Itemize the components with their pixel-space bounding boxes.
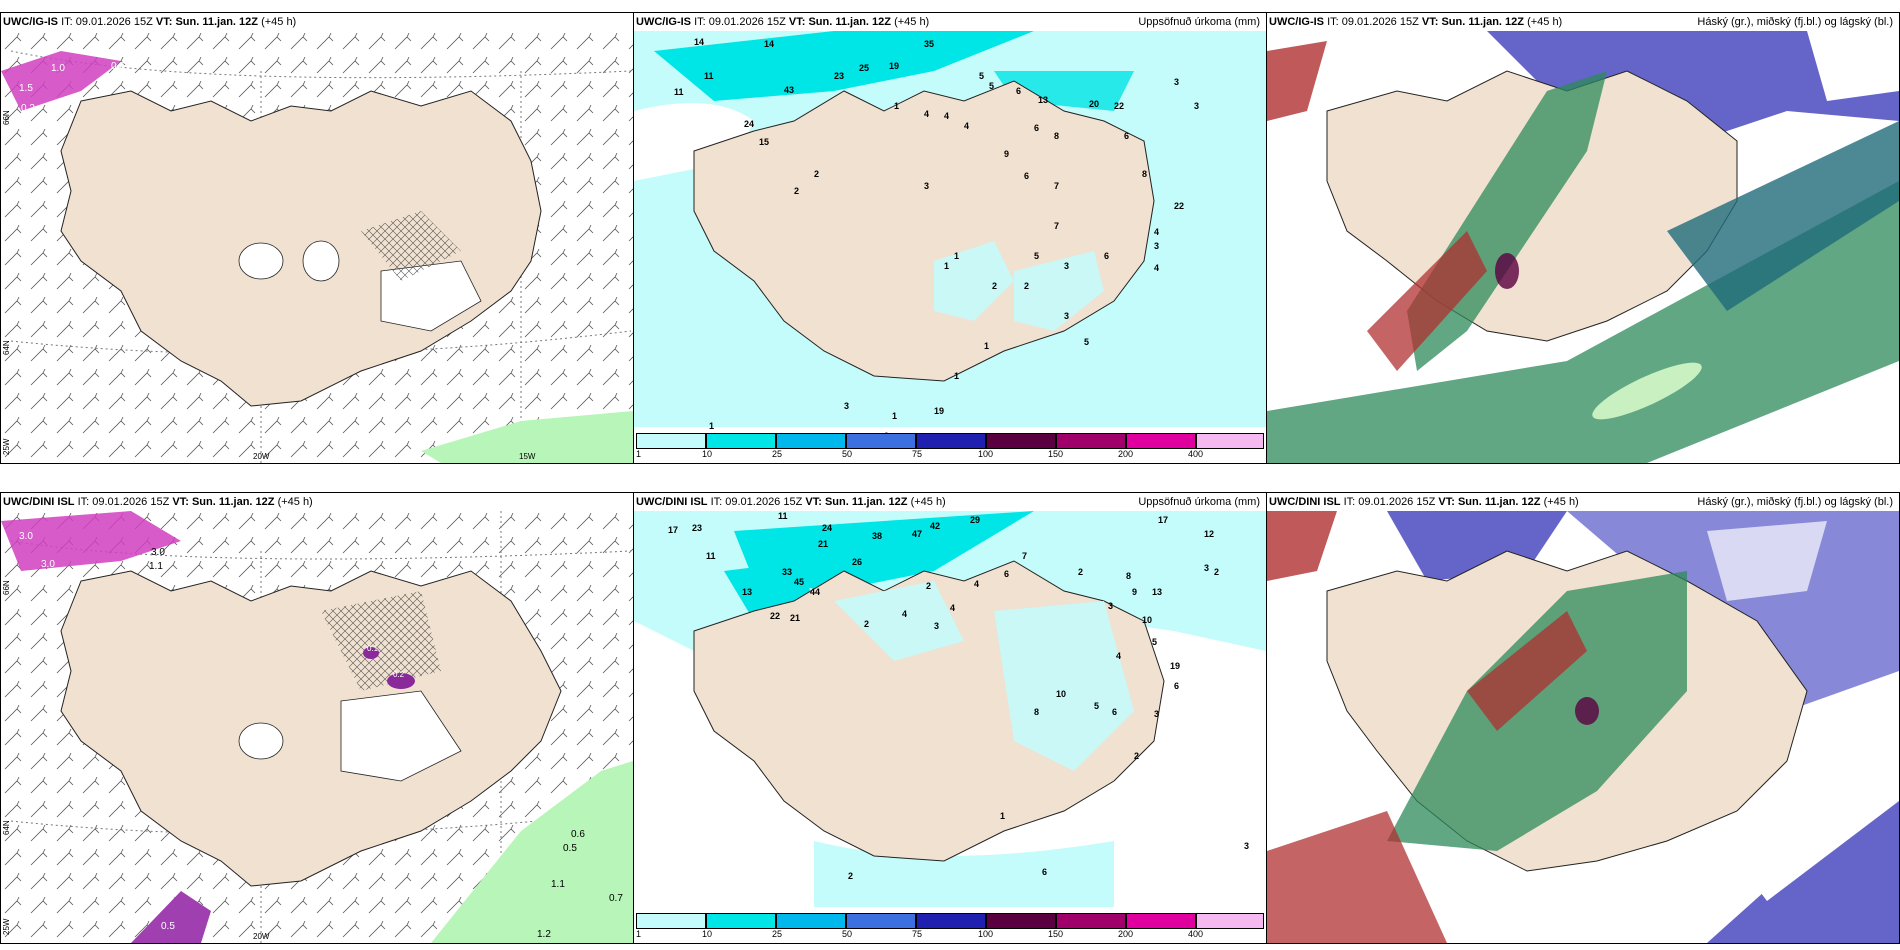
lon-label: 20W	[253, 932, 270, 941]
valid-time: Sun. 11.jan. 12Z	[824, 496, 908, 508]
precip-values: 14 14 11 11 43 24 15 23 25 19 35 5 5 6 1…	[674, 37, 1200, 441]
panel-header: UWC/DINI ISL IT: 09.01.2026 15Z VT: Sun.…	[1267, 493, 1899, 511]
lead-time: (+45 h)	[277, 496, 313, 508]
model-name: UWC/IG-IS	[3, 16, 58, 28]
panel-title: Uppsöfnuð úrkoma (mm)	[1138, 16, 1260, 28]
init-time: 09.01.2026 15Z	[708, 16, 786, 28]
iceland-land	[60, 570, 562, 887]
lon-label: 25W	[2, 918, 11, 935]
precip-map	[634, 31, 1266, 427]
valid-time: Sun. 11.jan. 12Z	[1441, 16, 1524, 28]
panel-header: UWC/DINI ISL IT: 09.01.2026 15Z VT: Sun.…	[634, 493, 1266, 511]
lat-label: 64N	[2, 820, 11, 835]
map-panel-clouds-dini: UWC/DINI ISL IT: 09.01.2026 15Z VT: Sun.…	[1266, 492, 1900, 944]
model-name: UWC/DINI ISL	[636, 496, 708, 508]
model-name: UWC/IG-IS	[636, 16, 691, 28]
valid-time: Sun. 11.jan. 12Z	[1457, 496, 1541, 508]
lead-time: (+45 h)	[1543, 496, 1579, 508]
init-time: 09.01.2026 15Z	[75, 16, 153, 28]
init-time: 09.01.2026 15Z	[1358, 496, 1436, 508]
value-label: 0.5	[161, 921, 175, 932]
value-label: 0.7	[609, 893, 623, 904]
lat-label: 66N	[2, 110, 11, 125]
colorbar: 1 10 25 50 75 100 150 200 400	[634, 913, 1266, 941]
value-label: 0.2	[21, 103, 35, 114]
value-label: 1.2	[537, 929, 551, 940]
clouds-map	[1267, 31, 1899, 463]
value-label: 1.1	[551, 879, 565, 890]
precip-map	[634, 511, 1266, 907]
value-label: 0.5	[563, 843, 577, 854]
model-name: UWC/DINI ISL	[3, 496, 75, 508]
valid-time: Sun. 11.jan. 12Z	[808, 16, 891, 28]
value-label: 3.0	[19, 531, 33, 542]
lon-label: 20W	[253, 452, 270, 461]
clouds-map	[1267, 511, 1899, 943]
init-time: 09.01.2026 15Z	[725, 496, 803, 508]
wind-map: 1.5 1.0 0.6 0.2 66N 64N 20W 15W 25W	[1, 31, 633, 463]
panel-title: Háský (gr.), miðský (fj.bl.) og lágský (…	[1697, 16, 1893, 28]
value-label: 0.2	[393, 670, 405, 679]
lon-label: 15W	[519, 452, 536, 461]
model-name: UWC/IG-IS	[1269, 16, 1324, 28]
lead-time: (+45 h)	[894, 16, 930, 28]
lead-time: (+45 h)	[1527, 16, 1563, 28]
value-label: 0.6	[111, 61, 125, 72]
lon-label: 25W	[2, 438, 11, 455]
panel-header: UWC/IG-IS IT: 09.01.2026 15Z VT: Sun. 11…	[634, 13, 1266, 31]
init-time: 09.01.2026 15Z	[92, 496, 170, 508]
panel-title: Uppsöfnuð úrkoma (mm)	[1138, 496, 1260, 508]
value-label: 1.1	[149, 561, 163, 572]
map-panel-precip-ig: UWC/IG-IS IT: 09.01.2026 15Z VT: Sun. 11…	[633, 12, 1267, 464]
map-panel-wind-ig: UWC/IG-IS IT: 09.01.2026 15Z VT: Sun. 11…	[0, 12, 634, 464]
init-time: 09.01.2026 15Z	[1341, 16, 1419, 28]
lead-time: (+45 h)	[910, 496, 946, 508]
map-panel-precip-dini: UWC/DINI ISL IT: 09.01.2026 15Z VT: Sun.…	[633, 492, 1267, 944]
value-label: 0.1	[367, 644, 379, 653]
value-label: 3.0	[151, 547, 165, 558]
value-label: 1.5	[19, 83, 33, 94]
lat-label: 64N	[2, 340, 11, 355]
panel-header: UWC/IG-IS IT: 09.01.2026 15Z VT: Sun. 11…	[1267, 13, 1899, 31]
lead-time: (+45 h)	[261, 16, 297, 28]
panel-header: UWC/IG-IS IT: 09.01.2026 15Z VT: Sun. 11…	[3, 16, 297, 28]
valid-time: Sun. 11.jan. 12Z	[175, 16, 258, 28]
value-label: 0.6	[571, 829, 585, 840]
wind-map: 3.0 3.0 3.0 1.1 0.6 0.5 1.1 0.7 1.2 0.5 …	[1, 511, 633, 943]
valid-time: Sun. 11.jan. 12Z	[191, 496, 275, 508]
precip-values: 17 23 11 11 24 38 47 42 29 21 26 13 33 4…	[668, 511, 1250, 881]
panel-header: UWC/DINI ISL IT: 09.01.2026 15Z VT: Sun.…	[3, 496, 313, 508]
panel-title: Háský (gr.), miðský (fj.bl.) og lágský (…	[1697, 496, 1893, 508]
map-panel-clouds-ig: UWC/IG-IS IT: 09.01.2026 15Z VT: Sun. 11…	[1266, 12, 1900, 464]
value-label: 1.0	[51, 63, 65, 74]
colorbar: 1 10 25 50 75 100 150 200 400	[634, 433, 1266, 461]
value-label: 3.0	[41, 559, 55, 570]
lat-label: 66N	[2, 580, 11, 595]
map-panel-wind-dini: UWC/DINI ISL IT: 09.01.2026 15Z VT: Sun.…	[0, 492, 634, 944]
model-name: UWC/DINI ISL	[1269, 496, 1341, 508]
